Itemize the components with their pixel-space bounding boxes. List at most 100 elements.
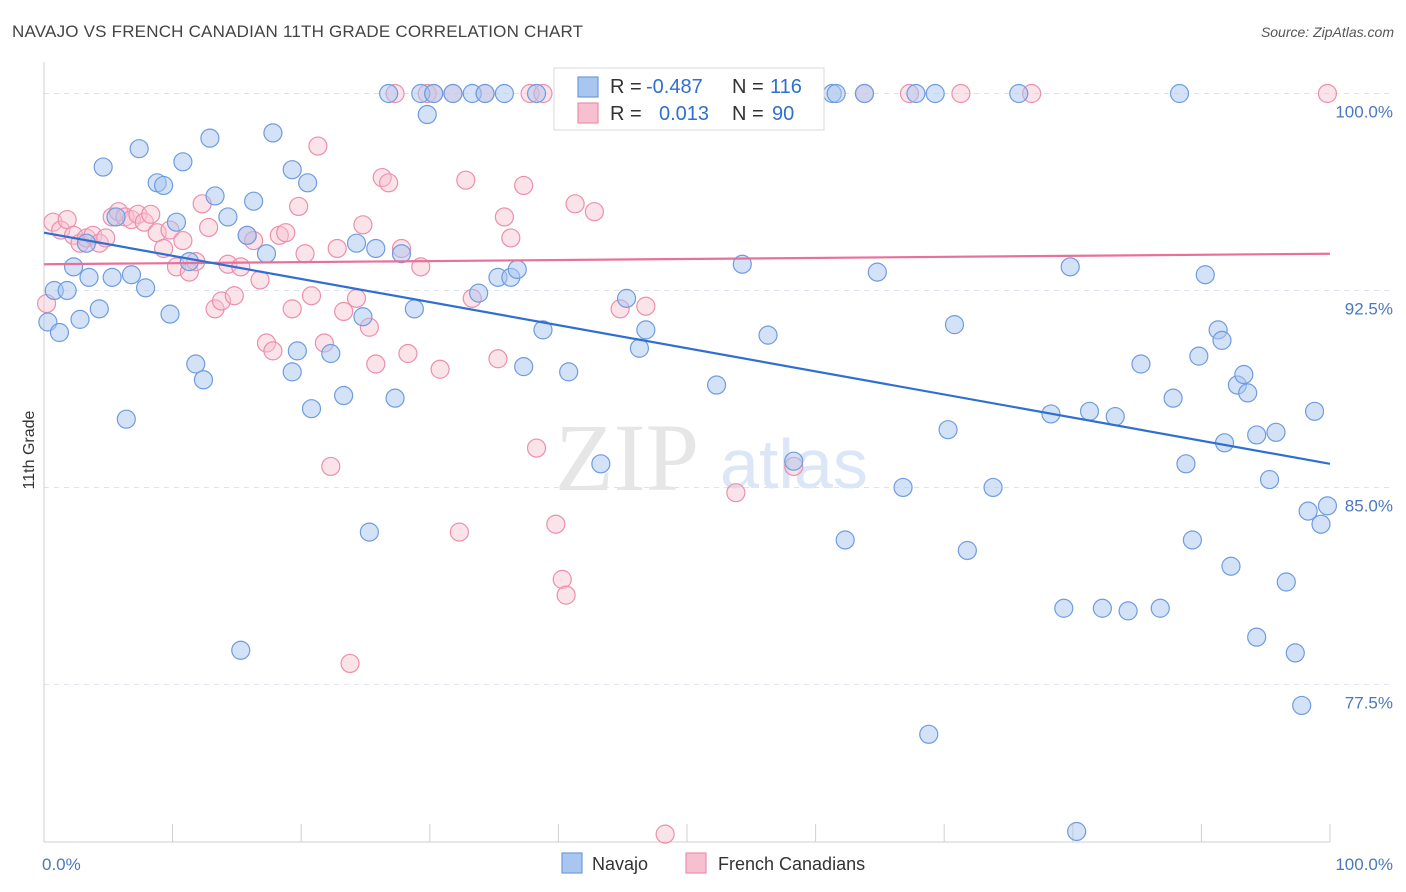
- french-canadians-point: [636, 296, 656, 316]
- axes: [43, 62, 1331, 843]
- french-canadians-point: [224, 286, 244, 306]
- navajo-point: [135, 278, 156, 298]
- navajo-point: [200, 128, 220, 148]
- navajo-point: [1311, 514, 1331, 534]
- navajo-point: [533, 320, 553, 340]
- navajo-point: [1150, 598, 1170, 618]
- navajo-point: [469, 283, 489, 303]
- navajo-point: [1067, 821, 1087, 842]
- navajo-point: [1054, 598, 1074, 618]
- navajo-point: [334, 385, 354, 406]
- navajo-point: [186, 354, 206, 374]
- french-canadians-point: [321, 456, 341, 477]
- stats-box-frame: [553, 67, 825, 131]
- navajo-point: [1009, 83, 1029, 104]
- navajo-point: [1189, 346, 1209, 366]
- navajo-point: [379, 83, 399, 104]
- navajo-point: [616, 288, 637, 308]
- navajo-point: [218, 207, 238, 227]
- french-canadians-point: [494, 207, 514, 227]
- navajo-point: [443, 83, 463, 104]
- navajo-point: [173, 152, 193, 172]
- y-axis-title: 11th Grade: [21, 410, 38, 489]
- navajo-point: [179, 251, 199, 272]
- french-canadians-trend-line: [43, 252, 1331, 266]
- navajo-point: [193, 370, 214, 390]
- navajo-point: [231, 640, 251, 660]
- navajo-point: [1234, 364, 1254, 385]
- french-canadians-point: [308, 136, 328, 156]
- navajo-point: [893, 477, 913, 498]
- navajo-point: [636, 320, 656, 340]
- navajo-point: [1221, 556, 1241, 576]
- stats-row2-r-value: 0.013: [659, 103, 709, 125]
- french-canadians-point: [556, 585, 576, 605]
- navajo-point: [758, 325, 778, 345]
- navajo-point: [116, 409, 136, 429]
- french-canadians-point: [951, 83, 971, 104]
- stats-navajo-swatch: [577, 76, 599, 98]
- french-canadians-point: [372, 167, 392, 188]
- navajo-point: [70, 309, 90, 329]
- navajo-point: [57, 280, 77, 301]
- french-canadians-point: [289, 196, 309, 217]
- navajo-point: [106, 207, 126, 227]
- legend: Navajo French Canadians: [561, 852, 865, 874]
- french-canadians-point: [256, 333, 277, 353]
- navajo-point: [1060, 257, 1080, 277]
- french-canadians-point: [449, 522, 469, 542]
- french-canadians-point: [398, 343, 418, 364]
- navajo-point: [287, 341, 307, 361]
- french-canadians-point: [334, 301, 354, 322]
- navajo-point: [1285, 643, 1305, 663]
- french-canadians-point: [456, 170, 476, 190]
- french-canadians-point: [726, 483, 746, 503]
- french-canadians-point: [552, 569, 572, 589]
- french-canadians-point: [346, 288, 367, 308]
- french-canadians-point: [134, 212, 154, 232]
- navajo-point: [925, 83, 945, 104]
- navajo-point: [298, 173, 318, 193]
- french-canadians-point: [301, 286, 322, 306]
- chart-title: NAVAJO VS FRENCH CANADIAN 11TH GRADE COR…: [12, 22, 584, 41]
- navajo-point: [944, 315, 965, 335]
- navajo-point: [514, 357, 534, 377]
- french-canadians-point: [546, 514, 566, 534]
- navajo-point: [93, 157, 113, 177]
- french-canadians-point: [1317, 83, 1338, 104]
- french-canadians-point: [526, 438, 547, 458]
- navajo-point: [1247, 627, 1267, 647]
- navajo-point: [1238, 383, 1258, 403]
- french-canadians-point: [353, 215, 373, 235]
- navajo-point: [237, 225, 257, 245]
- french-canadians-point: [501, 228, 521, 248]
- french-canadians-point: [141, 204, 161, 224]
- french-canadians-point: [655, 824, 675, 844]
- navajo-point: [938, 420, 958, 440]
- navajo-point: [1298, 501, 1318, 521]
- navajo-point: [1169, 83, 1190, 104]
- navajo-point: [1195, 265, 1215, 285]
- navajo-point: [79, 267, 99, 287]
- navajo-point: [256, 244, 277, 264]
- navajo-point: [391, 244, 412, 264]
- french-canadians-point: [211, 291, 232, 311]
- navajo-point: [854, 83, 875, 104]
- watermark-zip: ZIP: [555, 404, 699, 511]
- stats-row1-n-label: N =: [732, 76, 764, 98]
- french-canadians-point: [263, 341, 283, 361]
- navajo-point: [1105, 406, 1125, 427]
- navajo-point: [121, 265, 142, 285]
- legend-french-swatch: [685, 852, 707, 874]
- french-canadians-point: [327, 238, 347, 259]
- navajo-point: [1317, 496, 1338, 516]
- y-tick-labels: 100.0% 92.5% 85.0% 77.5%: [1335, 103, 1393, 713]
- navajo-point: [475, 83, 495, 104]
- stats-row1-n-value: 116: [770, 76, 802, 98]
- navajo-point: [321, 343, 341, 364]
- french-canadians-point: [379, 173, 399, 193]
- navajo-point: [166, 212, 187, 232]
- navajo-point: [49, 322, 70, 343]
- navajo-point: [507, 259, 527, 280]
